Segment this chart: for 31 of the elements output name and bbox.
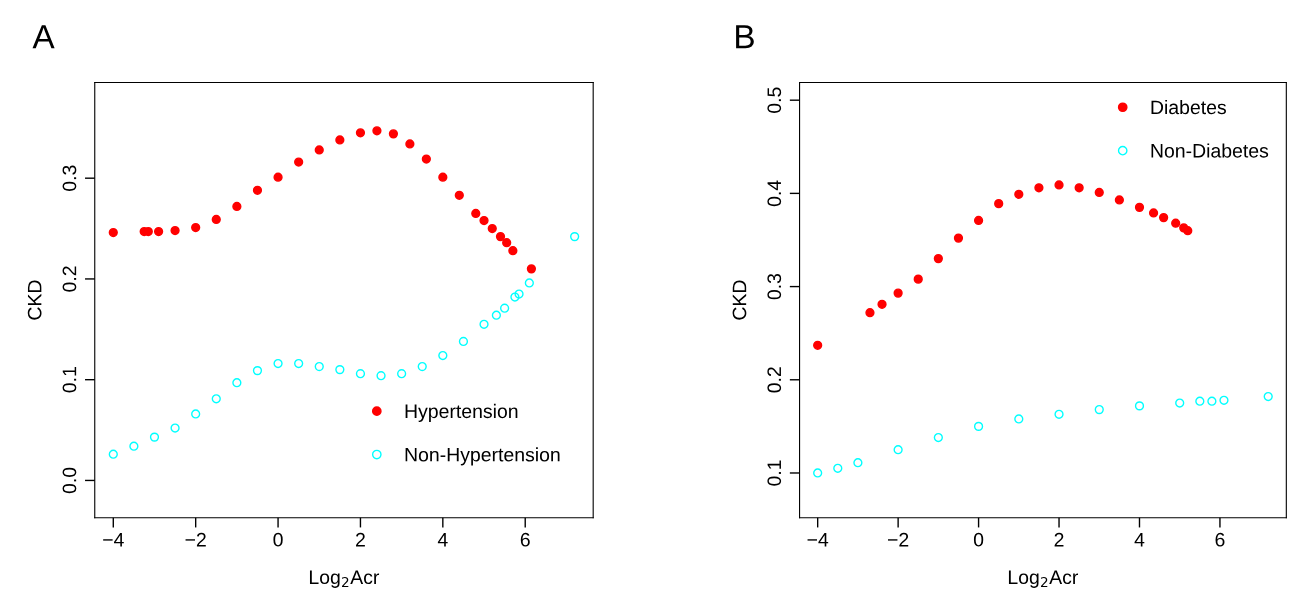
x-axis-title: Log$_{2}$Acr [1008, 570, 1079, 588]
x-tick-label: 2 [1054, 532, 1064, 547]
x-tick-label: 0 [973, 532, 984, 547]
x-tick-label: 4 [1134, 533, 1145, 547]
y-tick-label: 0.0 [62, 467, 77, 494]
y-axis-title: CKD [732, 280, 747, 320]
chart-title: B [736, 25, 754, 49]
x-tick-label: 4 [437, 533, 448, 547]
legend-label: Diabetes [1151, 99, 1226, 115]
x-tick-label: −2 [888, 532, 909, 547]
legend-label: Hypertension [405, 403, 518, 422]
x-tick-label: 2 [356, 532, 365, 547]
y-tick-label: 0.4 [767, 180, 782, 207]
x-tick-label: 6 [520, 532, 530, 547]
y-tick-label: 0.3 [62, 165, 77, 191]
legend-label: Non-Diabetes [1151, 143, 1269, 158]
y-tick-label: 0.2 [767, 367, 782, 393]
legend-label: Non-Hypertension [405, 447, 560, 466]
y-tick-label: 0.3 [767, 273, 782, 300]
y-tick-label: 0.2 [62, 266, 77, 292]
x-axis-title: Log$_{2}$Acr [309, 570, 380, 588]
y-tick-label: 0.1 [767, 460, 782, 486]
y-tick-label: 0.1 [62, 367, 77, 393]
x-tick-label: −4 [103, 533, 124, 547]
chart-title: A [32, 25, 55, 49]
x-tick-label: 6 [1215, 532, 1225, 547]
x-tick-label: 0 [273, 532, 283, 547]
x-tick-label: −2 [185, 532, 206, 547]
y-tick-label: 0.5 [767, 87, 782, 113]
y-axis-title: CKD [27, 280, 42, 320]
x-tick-label: −4 [807, 533, 829, 547]
